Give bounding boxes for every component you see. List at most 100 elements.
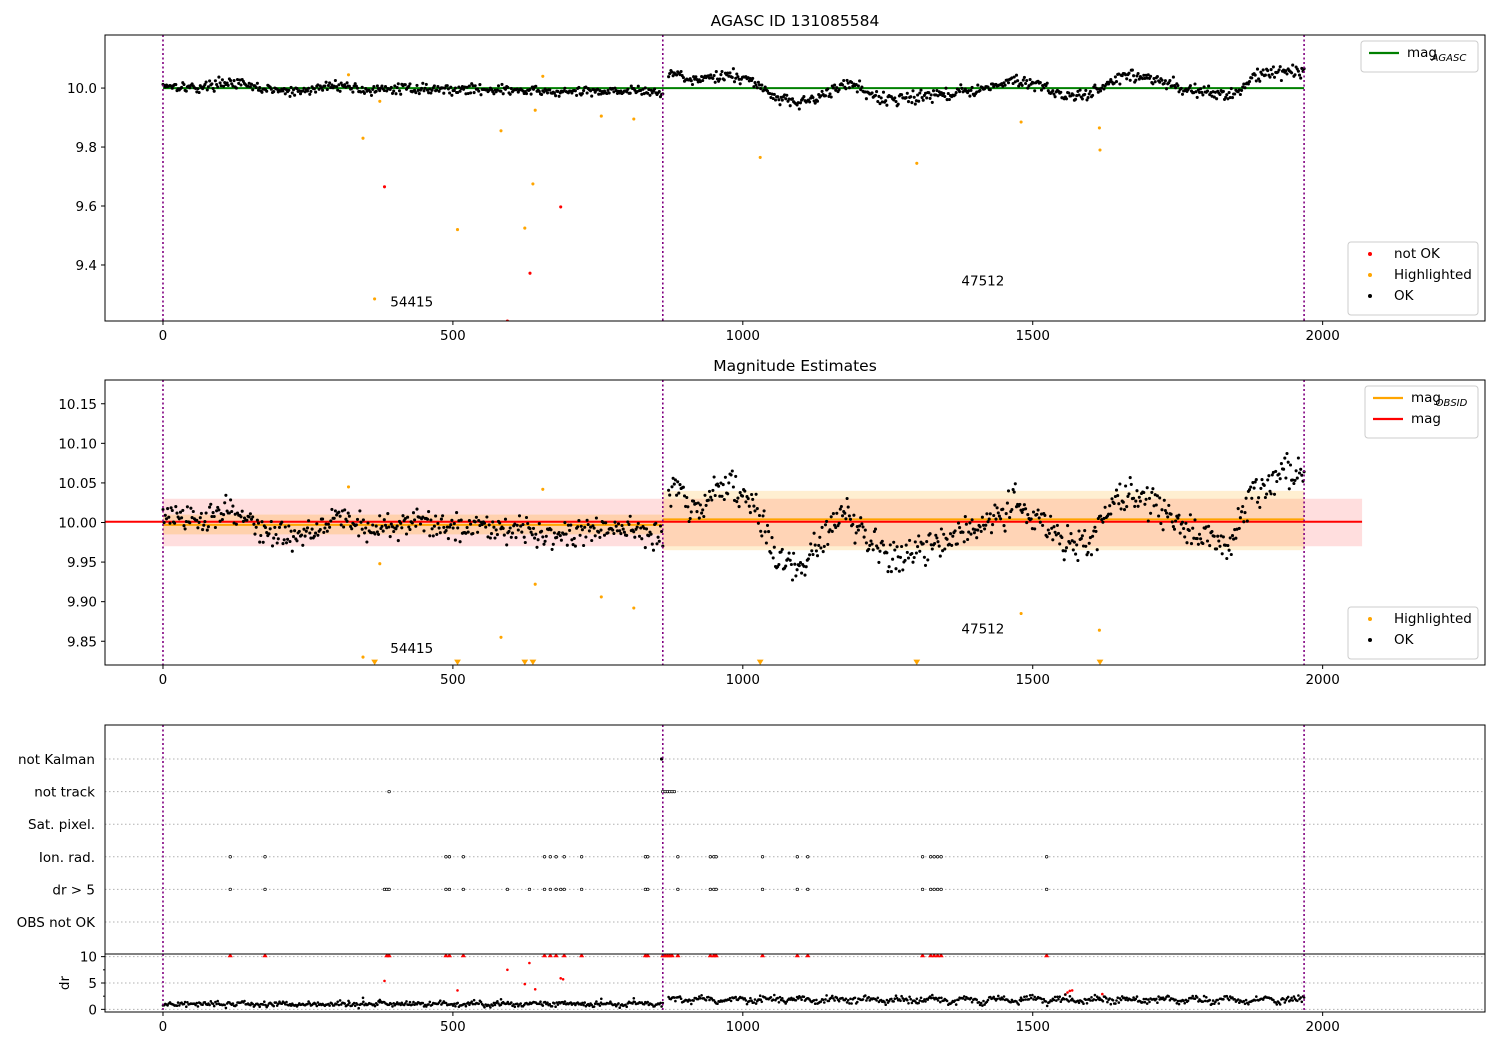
ok-point [838, 507, 842, 511]
dr-point [1094, 998, 1098, 1002]
ok-point [751, 497, 755, 501]
ok-point [571, 543, 575, 547]
y-tick-label: 9.90 [67, 595, 97, 611]
ok-point [914, 551, 918, 555]
ok-point [498, 521, 502, 525]
ok-point [1185, 541, 1189, 545]
dr-flagged-point [456, 989, 459, 992]
ok-point [453, 538, 457, 542]
dr-point [555, 1001, 559, 1004]
dr-point [625, 1005, 628, 1008]
ok-point [178, 510, 183, 514]
dr-5-point [1044, 954, 1050, 958]
ok-point [510, 531, 515, 535]
ok-point [1221, 89, 1225, 93]
ok-point [1274, 469, 1278, 473]
ok-point [466, 91, 470, 96]
ok-point [1270, 72, 1274, 76]
dr-point [251, 1002, 254, 1006]
flag-marker [939, 887, 943, 892]
ok-point [668, 72, 672, 76]
dr-5-point [707, 954, 713, 958]
ok-point [1269, 492, 1273, 496]
category-label: not track [34, 785, 95, 801]
flag-marker [676, 855, 680, 859]
dr-point [846, 999, 850, 1002]
ok-point [1133, 504, 1137, 508]
ok-point [858, 79, 862, 83]
ok-point [606, 88, 610, 92]
ok-point [1271, 65, 1275, 69]
ok-point [276, 537, 280, 541]
dr-point [1167, 995, 1171, 998]
dr-point [771, 998, 775, 1001]
ok-point [995, 506, 999, 510]
dr-point [673, 996, 676, 999]
ok-point [821, 550, 825, 554]
ok-point [270, 544, 275, 548]
ok-point [239, 83, 243, 87]
ok-point [1069, 532, 1073, 536]
ok-point [911, 89, 915, 93]
ok-point [780, 547, 784, 551]
ok-point [392, 529, 396, 534]
ok-point [710, 498, 714, 502]
flag-marker [228, 855, 232, 859]
dr-point [392, 1002, 396, 1005]
ok-point [534, 532, 538, 536]
dr-point [678, 995, 682, 998]
dr-point [411, 1003, 414, 1006]
ok-point [254, 525, 258, 529]
dr-point [750, 999, 753, 1002]
ok-point [1051, 538, 1055, 542]
ok-point [351, 90, 355, 94]
ok-point [458, 540, 462, 544]
ok-point [1024, 81, 1028, 86]
ok-point [289, 85, 293, 89]
ok-point [818, 535, 822, 539]
ok-point [734, 474, 738, 478]
dr-point [497, 1002, 500, 1005]
ok-point [1216, 534, 1220, 538]
legend-label: mag [1411, 411, 1441, 427]
ok-point [751, 76, 755, 80]
flag-marker [795, 887, 799, 892]
ok-point [969, 88, 973, 92]
x-tick-label: 500 [440, 1019, 466, 1035]
ok-point [1096, 90, 1100, 94]
dr-point [1233, 998, 1236, 1001]
dr-point [794, 999, 798, 1002]
ok-point [1146, 519, 1150, 523]
ok-point [747, 504, 751, 508]
dr-point [1261, 998, 1265, 1001]
y-tick-label: 10.05 [58, 476, 97, 492]
ok-point [961, 530, 965, 534]
ok-point [1061, 549, 1065, 553]
ok-point [555, 535, 559, 539]
ok-point [621, 527, 625, 531]
ok-point [1052, 525, 1056, 529]
ok-point [1030, 527, 1034, 531]
dr-point [754, 1002, 758, 1005]
ok-point [864, 541, 868, 545]
ok-point [1215, 547, 1219, 551]
ok-point [552, 531, 556, 535]
dr-point [856, 1000, 859, 1004]
dr-point [335, 1002, 338, 1006]
ok-point [450, 93, 454, 97]
dr-point [361, 996, 365, 1000]
legend-frame [1347, 241, 1479, 316]
ok-point [1122, 508, 1127, 512]
ok-point [248, 512, 252, 516]
ok-point [1250, 496, 1254, 500]
ok-point [978, 88, 982, 92]
ok-point [993, 503, 997, 507]
ok-point [999, 517, 1003, 521]
dr-point [1238, 1001, 1241, 1004]
ok-point [281, 542, 285, 546]
ok-point [1160, 78, 1164, 82]
dr-flagged-point [1068, 989, 1072, 993]
dr-point [895, 996, 899, 1000]
